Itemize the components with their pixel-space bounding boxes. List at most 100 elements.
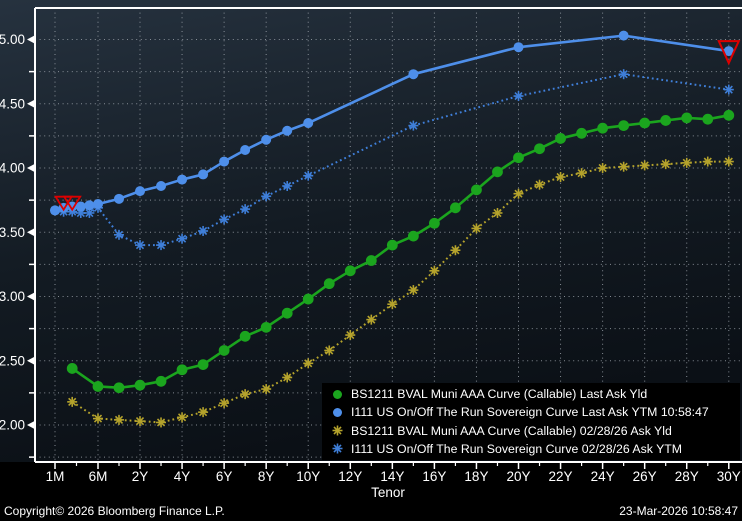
data-point — [450, 202, 461, 214]
data-point — [282, 372, 293, 383]
data-point — [408, 69, 419, 80]
legend-item-muni-last[interactable]: BS1211 BVAL Muni AAA Curve (Callable) La… — [330, 385, 740, 403]
data-point — [50, 205, 60, 216]
data-point — [260, 321, 272, 333]
copyright-text: Copyright© 2026 Bloomberg Finance L.P. — [4, 504, 225, 518]
series-muni-prior — [67, 156, 734, 428]
alert-markers — [53, 40, 741, 212]
axes: 2.00 2.50 3.00 3.50 4.00 4.50 5.00 1M 6M 2Y 4Y 6Y 8Y… — [0, 7, 742, 484]
x-tick-label: 24Y — [591, 469, 615, 484]
data-point — [114, 193, 124, 204]
data-point — [534, 179, 545, 190]
data-point — [135, 240, 145, 251]
data-point — [723, 84, 734, 95]
data-point — [723, 156, 734, 167]
x-axis-title: Tenor — [371, 485, 405, 500]
data-point — [261, 191, 272, 202]
data-point — [660, 159, 671, 170]
data-point — [261, 134, 272, 145]
data-point — [219, 156, 230, 167]
data-point — [513, 91, 524, 102]
data-point — [197, 359, 209, 371]
y-tick-arrow-icon — [27, 228, 35, 237]
data-point — [597, 122, 609, 134]
y-tick-label: 3.00 — [0, 289, 25, 304]
data-point — [618, 69, 629, 80]
legend-item-sov-prior[interactable]: I111 US On/Off The Run Sovereign Curve 0… — [330, 440, 740, 458]
data-point — [84, 200, 95, 211]
series-muni-last — [66, 109, 735, 394]
circle-marker-icon — [330, 407, 344, 417]
data-point — [471, 184, 482, 196]
data-point — [639, 160, 650, 171]
chart-timestamp: 23-Mar-2026 10:58:47 — [619, 504, 738, 518]
data-point — [177, 174, 188, 185]
data-point — [555, 133, 566, 144]
data-point — [67, 396, 78, 407]
data-point — [240, 389, 251, 400]
x-tick-label: 18Y — [464, 469, 488, 484]
x-tick-label: 1M — [46, 469, 65, 484]
data-point — [66, 363, 78, 374]
x-tick-label: 16Y — [422, 469, 446, 484]
x-tick-label: 6M — [89, 469, 108, 484]
alert-triangle-icon — [717, 40, 741, 66]
data-point — [282, 125, 293, 136]
data-point — [177, 233, 188, 244]
data-point — [492, 166, 503, 178]
data-point — [366, 314, 377, 325]
y-tick-label: 5.00 — [0, 32, 25, 47]
y-tick-arrow-icon — [27, 163, 35, 173]
data-point — [198, 169, 209, 180]
data-point — [282, 180, 293, 191]
data-point — [597, 163, 608, 173]
legend: BS1211 BVAL Muni AAA Curve (Callable) La… — [322, 383, 740, 460]
x-tick-label: 28Y — [675, 469, 699, 484]
data-point — [240, 204, 251, 215]
data-point — [681, 112, 693, 124]
data-point — [134, 379, 146, 391]
data-point — [345, 330, 356, 341]
data-point — [660, 115, 672, 126]
legend-label: BS1211 BVAL Muni AAA Curve (Callable) 02… — [351, 423, 672, 438]
data-point — [386, 239, 398, 251]
data-point — [114, 229, 124, 240]
data-point — [135, 416, 145, 427]
data-point — [281, 307, 293, 319]
data-point — [155, 375, 167, 387]
data-point — [93, 198, 103, 209]
data-point — [93, 413, 103, 424]
y-tick-label: 4.50 — [0, 96, 25, 111]
data-point — [261, 384, 272, 395]
x-tick-label: 22Y — [549, 469, 573, 484]
data-point — [303, 118, 314, 129]
data-point — [639, 117, 651, 129]
data-point — [618, 161, 629, 172]
x-tick-label: 6Y — [216, 469, 233, 484]
x-tick-label: 12Y — [338, 469, 362, 484]
circle-marker-icon — [330, 389, 344, 399]
data-point — [407, 230, 419, 242]
data-point — [576, 127, 587, 139]
x-tick-label: 20Y — [506, 469, 530, 484]
data-point — [471, 223, 482, 234]
x-tick-label: 2Y — [132, 469, 149, 484]
legend-item-sov-last[interactable]: I111 US On/Off The Run Sovereign Curve L… — [330, 403, 740, 421]
y-tick-label: 2.50 — [0, 353, 25, 368]
data-point — [219, 214, 230, 225]
data-point — [84, 207, 95, 218]
data-point — [114, 414, 124, 425]
data-point — [324, 345, 335, 356]
data-point — [513, 42, 524, 53]
data-point — [323, 278, 335, 290]
y-tick-arrow-icon — [27, 35, 35, 44]
legend-item-muni-prior[interactable]: BS1211 BVAL Muni AAA Curve (Callable) 02… — [330, 422, 740, 440]
data-point — [408, 120, 419, 131]
asterisk-marker-icon — [330, 424, 344, 437]
data-point — [303, 358, 314, 369]
y-tick-label: 2.00 — [0, 418, 25, 433]
data-point — [513, 152, 524, 164]
data-point — [387, 299, 398, 310]
data-point — [408, 285, 419, 296]
